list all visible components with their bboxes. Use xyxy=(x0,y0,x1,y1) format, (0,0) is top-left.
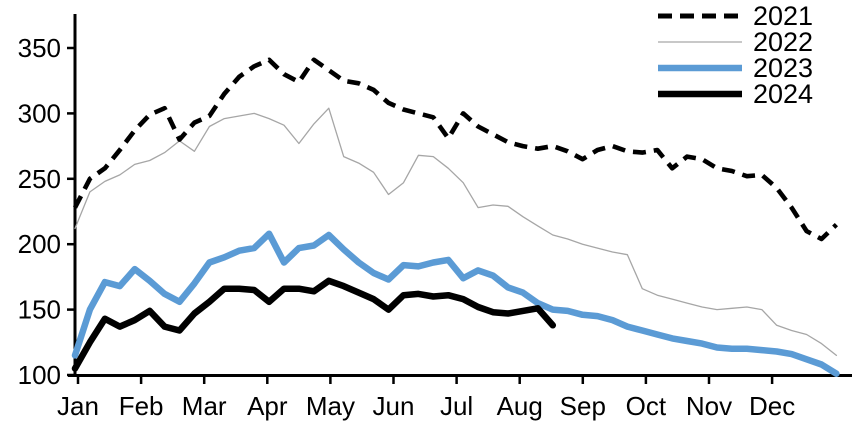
legend-item-2024: 2024 xyxy=(656,79,814,109)
series-lines xyxy=(71,57,840,377)
y-tick-label: 350 xyxy=(18,33,61,63)
series-line-2022 xyxy=(74,107,838,357)
legend-line-sample-2022 xyxy=(658,41,742,43)
x-tick-label: Oct xyxy=(626,391,667,421)
x-tick-label: Aug xyxy=(497,391,543,421)
x-tick-label: Sep xyxy=(560,391,606,421)
legend-item-2022: 2022 xyxy=(656,27,814,57)
x-tick-label: Feb xyxy=(119,391,164,421)
x-axis: Jan Feb Mar Apr May Jun Jul Aug Sep Oct Nov Dec xyxy=(57,374,852,421)
legend-line-sample-2021 xyxy=(658,13,742,19)
legend-label-2023: 2023 xyxy=(753,53,814,83)
x-tick-label: Jun xyxy=(373,391,415,421)
legend-line-sample-2023 xyxy=(658,64,742,72)
legend-label-2022: 2022 xyxy=(753,27,814,57)
x-tick-label: Apr xyxy=(247,391,288,421)
x-tick-label: Dec xyxy=(749,391,795,421)
x-tick-label: Nov xyxy=(686,391,732,421)
y-tick-label: 300 xyxy=(18,98,61,128)
legend-line-sample-2024 xyxy=(658,90,742,98)
series-line-2023 xyxy=(71,230,840,377)
y-tick-label: 100 xyxy=(18,360,61,390)
legend-label-2024: 2024 xyxy=(753,79,814,109)
y-tick-label: 200 xyxy=(18,229,61,259)
chart-legend: 2021 2022 2023 2024 xyxy=(656,1,814,109)
x-tick-label: Jul xyxy=(440,391,473,421)
y-tick-label: 250 xyxy=(18,164,61,194)
x-tick-label: Mar xyxy=(182,391,227,421)
legend-label-2021: 2021 xyxy=(753,1,814,31)
x-tick-label: Jan xyxy=(57,391,99,421)
legend-item-2023: 2023 xyxy=(656,53,814,83)
series-line-2024 xyxy=(71,277,557,372)
series-line-2021 xyxy=(72,57,838,242)
legend-item-2021: 2021 xyxy=(656,1,814,31)
x-tick-label: May xyxy=(306,391,355,421)
y-axis: 100 150 200 250 300 350 xyxy=(18,14,77,390)
y-tick-label: 150 xyxy=(18,295,61,325)
